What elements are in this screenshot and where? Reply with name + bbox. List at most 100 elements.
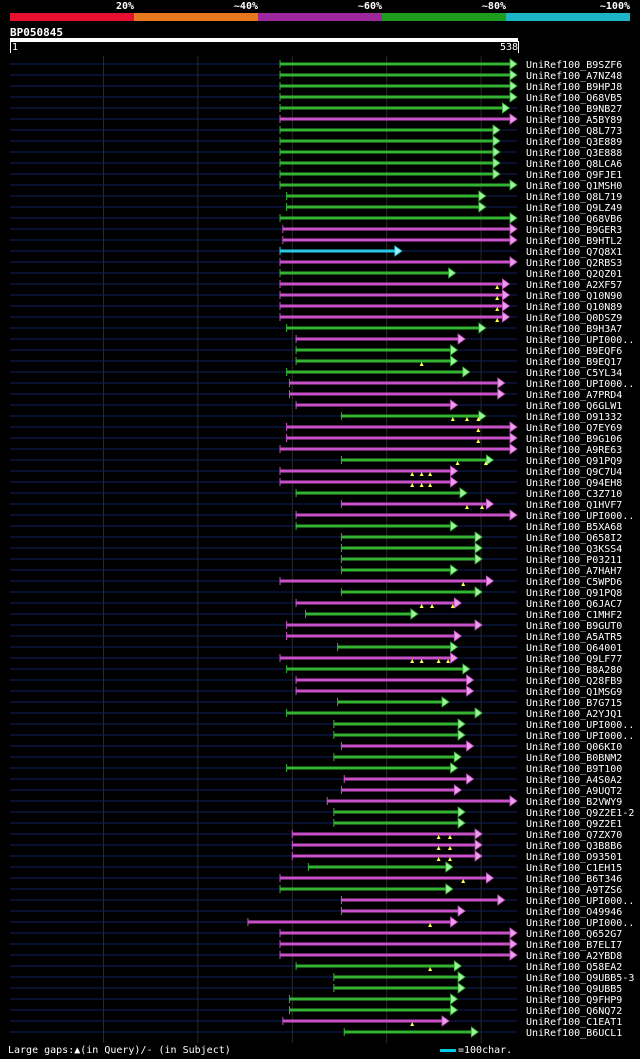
gap-marker (436, 857, 441, 861)
hit-label: UniRef100_B9GER3 (526, 225, 622, 236)
gap-marker (436, 659, 441, 663)
gap-marker (430, 604, 435, 608)
gap-marker (410, 1022, 415, 1026)
hit-bar (289, 392, 499, 396)
hit-label: UniRef100_Q9FHP9 (526, 995, 622, 1006)
gap-marker (495, 296, 500, 300)
hit-arrow (450, 1004, 459, 1016)
hit-bar (333, 810, 460, 814)
hit-arrow (450, 476, 459, 488)
hit-label: UniRef100_Q6GLW1 (526, 401, 622, 412)
legend-label: ~80% (481, 1, 506, 12)
hit-arrow (474, 707, 483, 719)
hit-bar (280, 216, 511, 220)
hit-label: UniRef100_Q1MSG9 (526, 687, 622, 698)
hit-bar (344, 1030, 473, 1034)
query-scale-bar (10, 38, 518, 42)
hit-bar (289, 1008, 452, 1012)
hit-arrow (466, 740, 475, 752)
hit-bar (341, 788, 456, 792)
legend-swatch (258, 13, 382, 21)
gap-marker (450, 417, 455, 421)
hit-arrow (502, 278, 511, 290)
hit-bar (341, 909, 460, 913)
hit-label: UniRef100_B9GUT0 (526, 621, 622, 632)
hit-label: UniRef100_UPI000.. (526, 731, 634, 742)
hit-label: UniRef100_C1MHF2 (526, 610, 622, 621)
hit-arrow (509, 927, 518, 939)
tick-start: 1 (12, 42, 19, 53)
hit-label: UniRef100_Q658I2 (526, 533, 622, 544)
hit-label: UniRef100_B7G715 (526, 698, 622, 709)
hit-bar (296, 524, 452, 528)
gap-marker (446, 659, 451, 663)
hit-bar (286, 194, 480, 198)
hit-bar (280, 62, 511, 66)
hit-bar (280, 84, 511, 88)
hit-bar (296, 403, 452, 407)
hit-arrow (457, 718, 466, 730)
hit-arrow (445, 883, 454, 895)
hit-arrow (457, 971, 466, 983)
hit-arrow (457, 905, 466, 917)
hit-arrow (459, 487, 468, 499)
scale-legend-text: =100char. (458, 1045, 513, 1056)
hit-arrow (445, 861, 454, 873)
hit-label: UniRef100_Q1HVF7 (526, 500, 622, 511)
hit-arrow (509, 938, 518, 950)
hit-arrow (450, 564, 459, 576)
hit-bar (333, 755, 456, 759)
hit-arrow (394, 245, 403, 257)
hit-bar (280, 953, 511, 957)
hit-bar (280, 656, 452, 660)
hit-bar (296, 678, 468, 682)
hit-arrow (509, 179, 518, 191)
hit-label: UniRef100_Q3E888 (526, 148, 622, 159)
hit-label: UniRef100_Q9FJE1 (526, 170, 622, 181)
hit-bar (333, 733, 460, 737)
legend-swatch (382, 13, 506, 21)
hit-bar (296, 337, 460, 341)
legend-label: ~40% (233, 1, 258, 12)
hit-arrow (492, 157, 501, 169)
hit-label: UniRef100_Q9UBB5 (526, 984, 622, 995)
hit-label: UniRef100_Q94EH8 (526, 478, 622, 489)
hit-arrow (502, 300, 511, 312)
hit-arrow (478, 190, 487, 202)
hit-arrow (470, 1026, 479, 1038)
hit-arrow (457, 982, 466, 994)
hit-bar (286, 711, 477, 715)
hit-arrow (466, 773, 475, 785)
hit-label: UniRef100_Q8L719 (526, 192, 622, 203)
hit-arrow (462, 366, 471, 378)
hit-bar (280, 150, 495, 154)
hit-arrow (450, 520, 459, 532)
hit-arrow (492, 146, 501, 158)
gap-marker (419, 483, 424, 487)
identity-legend: 20% ~40% ~60% ~80% ~100% (0, 0, 640, 24)
hit-bar (280, 931, 511, 935)
hit-bar (280, 447, 511, 451)
hit-bar (341, 590, 477, 594)
hit-label: UniRef100_A7NZ48 (526, 71, 622, 82)
hit-arrow (509, 234, 518, 246)
hit-label: UniRef100_Q9Z2E1-2 (526, 808, 634, 819)
hit-bar (286, 425, 511, 429)
hit-bar (296, 491, 461, 495)
gap-marker (419, 604, 424, 608)
hit-label: UniRef100_A2YJQ1 (526, 709, 622, 720)
hit-label: UniRef100_B8A280 (526, 665, 622, 676)
hit-arrow (509, 443, 518, 455)
hit-label: UniRef100_B2VWY9 (526, 797, 622, 808)
hit-arrow (474, 553, 483, 565)
gap-marker (476, 439, 481, 443)
hit-bar (296, 513, 511, 517)
hit-arrow (474, 839, 483, 851)
gap-marker (410, 472, 415, 476)
hit-bar (337, 700, 444, 704)
hit-bar (280, 293, 504, 297)
gap-marker (447, 857, 452, 861)
hit-arrow (509, 69, 518, 81)
gap-marker (480, 505, 485, 509)
